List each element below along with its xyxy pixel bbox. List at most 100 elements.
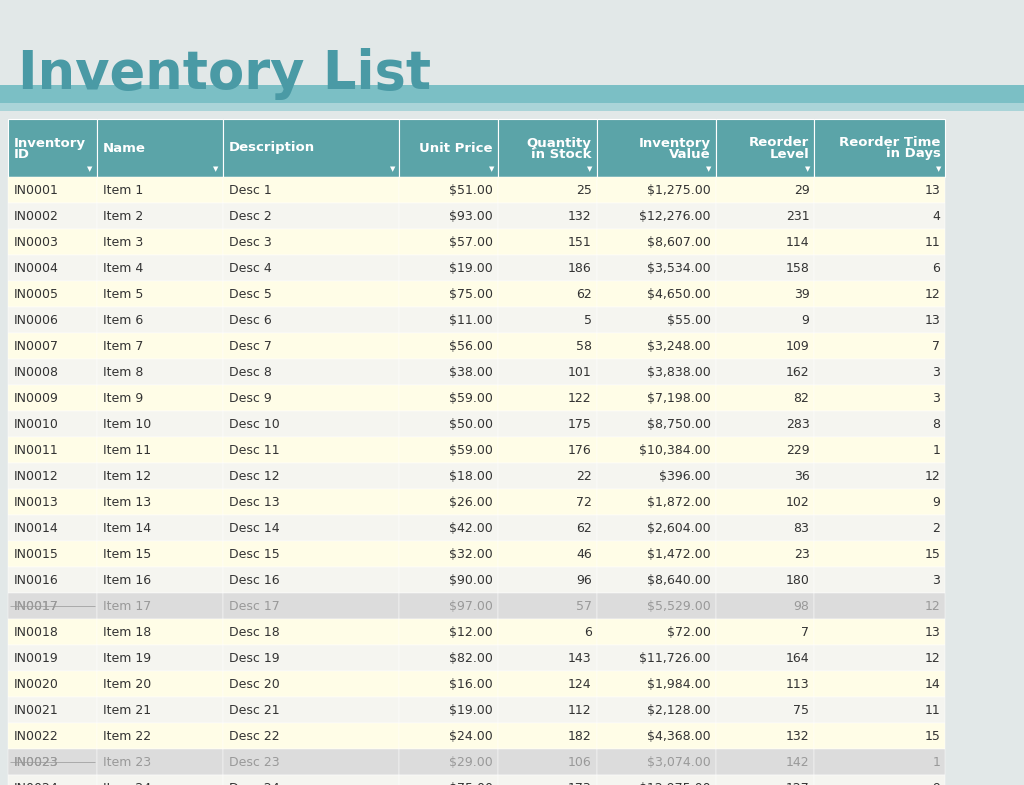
Bar	[399, 697, 498, 723]
Text: $1,275.00: $1,275.00	[647, 184, 711, 196]
Text: 142: 142	[785, 755, 809, 769]
Text: $3,838.00: $3,838.00	[647, 366, 711, 378]
Bar	[814, 281, 945, 307]
Text: 3: 3	[933, 366, 940, 378]
Bar	[597, 775, 716, 785]
Text: ▼: ▼	[588, 166, 593, 172]
Text: 62: 62	[575, 521, 592, 535]
Bar	[96, 385, 222, 411]
Text: 1: 1	[933, 755, 940, 769]
Text: $50.00: $50.00	[449, 418, 493, 430]
Text: 143: 143	[568, 652, 592, 664]
Bar	[8, 437, 96, 463]
Bar	[498, 593, 597, 619]
Text: IN0008: IN0008	[14, 366, 59, 378]
Text: Item 15: Item 15	[102, 547, 151, 560]
Bar	[96, 567, 222, 593]
Bar	[222, 567, 399, 593]
Bar	[222, 307, 399, 333]
Bar	[597, 119, 716, 177]
Text: 231: 231	[785, 210, 809, 222]
Text: IN0005: IN0005	[14, 287, 59, 301]
Bar	[96, 489, 222, 515]
Text: 132: 132	[785, 729, 809, 743]
Bar	[716, 229, 814, 255]
Text: 15: 15	[925, 729, 940, 743]
Text: $16.00: $16.00	[450, 677, 493, 691]
Bar	[716, 307, 814, 333]
Text: Desc 3: Desc 3	[228, 236, 271, 249]
Bar	[498, 281, 597, 307]
Text: 102: 102	[785, 495, 809, 509]
Text: ▼: ▼	[805, 166, 810, 172]
Bar	[498, 775, 597, 785]
Text: 176: 176	[568, 444, 592, 457]
Text: 8: 8	[933, 418, 940, 430]
Text: $11,726.00: $11,726.00	[639, 652, 711, 664]
Bar	[96, 229, 222, 255]
Bar	[814, 593, 945, 619]
Bar	[96, 359, 222, 385]
Bar	[716, 489, 814, 515]
Bar	[96, 593, 222, 619]
Bar	[222, 489, 399, 515]
Text: $10,384.00: $10,384.00	[639, 444, 711, 457]
Text: 15: 15	[925, 547, 940, 560]
Text: 83: 83	[794, 521, 809, 535]
Bar	[222, 645, 399, 671]
Text: 186: 186	[568, 261, 592, 275]
Bar	[222, 437, 399, 463]
Bar	[814, 411, 945, 437]
Text: $8,607.00: $8,607.00	[647, 236, 711, 249]
Text: Desc 7: Desc 7	[228, 339, 271, 352]
Text: $59.00: $59.00	[449, 392, 493, 404]
Text: Desc 16: Desc 16	[228, 574, 280, 586]
Text: in Stock: in Stock	[531, 148, 592, 160]
Text: $3,074.00: $3,074.00	[647, 755, 711, 769]
Bar	[96, 119, 222, 177]
Text: $75.00: $75.00	[449, 287, 493, 301]
Text: IN0002: IN0002	[14, 210, 58, 222]
Bar	[222, 385, 399, 411]
Text: Item 14: Item 14	[102, 521, 151, 535]
Text: Desc 8: Desc 8	[228, 366, 271, 378]
Text: 4: 4	[933, 210, 940, 222]
Bar	[814, 255, 945, 281]
Text: Desc 1: Desc 1	[228, 184, 271, 196]
Bar	[8, 385, 96, 411]
Bar	[498, 619, 597, 645]
Bar	[498, 463, 597, 489]
Text: Item 6: Item 6	[102, 313, 143, 327]
Text: 6: 6	[933, 261, 940, 275]
Text: 57: 57	[575, 600, 592, 612]
Bar	[597, 619, 716, 645]
Text: Item 4: Item 4	[102, 261, 143, 275]
Text: 114: 114	[785, 236, 809, 249]
Bar	[716, 281, 814, 307]
Bar	[498, 515, 597, 541]
Text: $1,472.00: $1,472.00	[647, 547, 711, 560]
Text: Desc 20: Desc 20	[228, 677, 280, 691]
Text: Item 12: Item 12	[102, 469, 151, 483]
Text: $32.00: $32.00	[450, 547, 493, 560]
Bar	[597, 723, 716, 749]
Bar	[222, 177, 399, 203]
Bar	[399, 307, 498, 333]
Bar	[222, 229, 399, 255]
Text: in Days: in Days	[886, 148, 940, 160]
Bar	[716, 723, 814, 749]
Text: Desc 22: Desc 22	[228, 729, 280, 743]
Text: $18.00: $18.00	[449, 469, 493, 483]
Bar	[399, 567, 498, 593]
Text: Desc 4: Desc 4	[228, 261, 271, 275]
Text: $12,276.00: $12,276.00	[639, 210, 711, 222]
Text: 25: 25	[575, 184, 592, 196]
Bar	[222, 775, 399, 785]
Text: 113: 113	[785, 677, 809, 691]
Bar	[716, 515, 814, 541]
Bar	[222, 697, 399, 723]
Bar	[399, 411, 498, 437]
Text: IN0021: IN0021	[14, 703, 58, 717]
Text: $19.00: $19.00	[450, 261, 493, 275]
Bar	[498, 645, 597, 671]
